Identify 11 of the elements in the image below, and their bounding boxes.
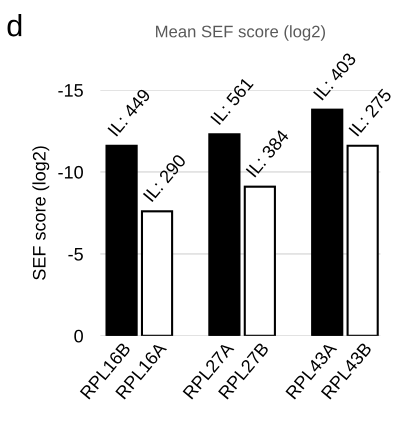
text: d	[8, 14, 22, 36]
y-tick-label: -10	[58, 166, 83, 179]
y-tick-label: -15	[58, 84, 83, 97]
chart-title: Mean SEF score (log2)	[156, 25, 325, 41]
y-tick-label: -5	[68, 248, 83, 261]
annotation: IL: 384	[246, 128, 290, 178]
y-axis-title: SEF score (log2)	[32, 146, 50, 280]
annotation: IL: 449	[107, 88, 152, 137]
y-tick-label: 0	[74, 330, 83, 343]
annotation: IL: 561	[210, 76, 254, 126]
annotation: IL: 290	[142, 153, 187, 202]
